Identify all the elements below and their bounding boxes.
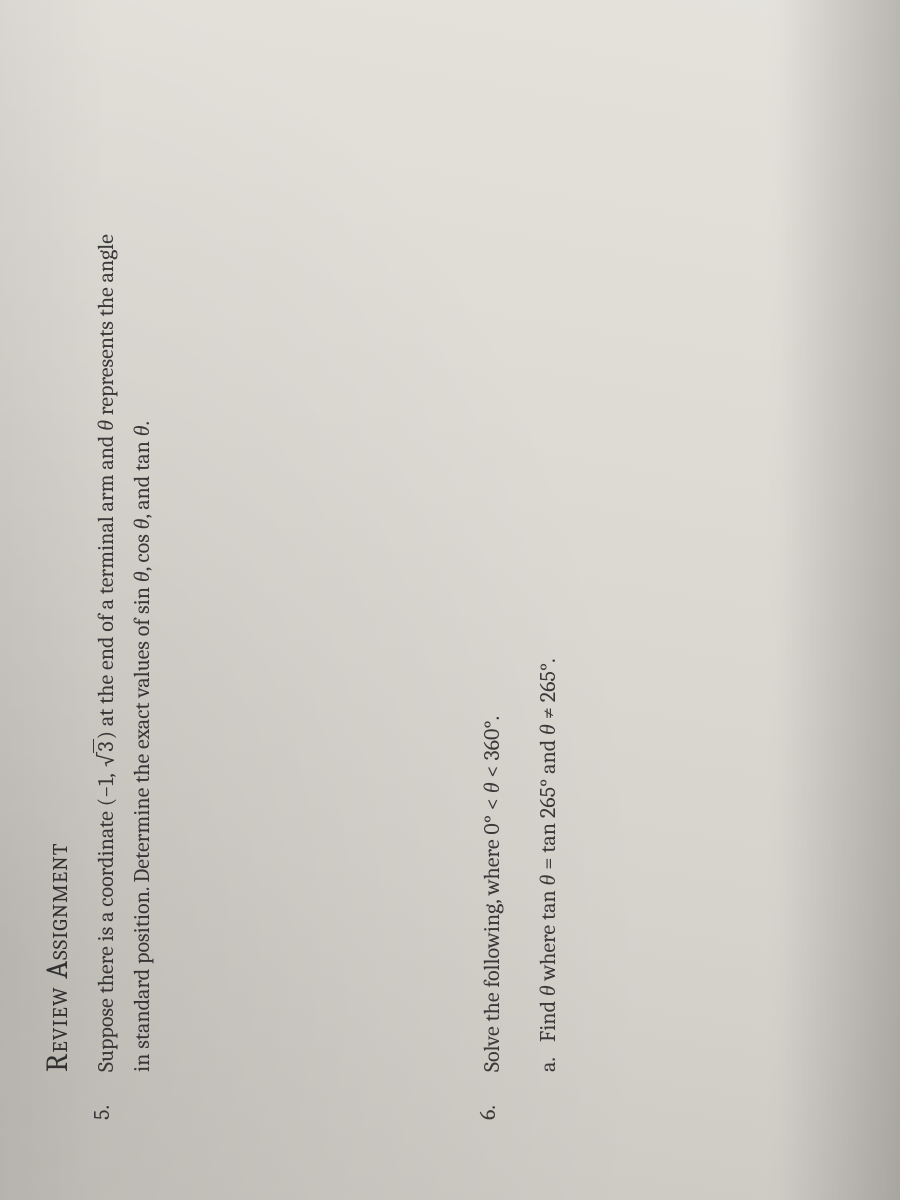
- problem-text: Suppose there is a coordinate (−1, 3) at…: [89, 60, 159, 1072]
- page-title: Review Assignment: [40, 60, 75, 1072]
- text-fragment: = tan 265° and: [535, 735, 561, 875]
- problem-number: 6.: [475, 1072, 501, 1120]
- subproblem-6a: a. Find θ where tan θ = tan 265° and θ ≠…: [535, 60, 561, 1072]
- page: Review Assignment 5. Suppose there is a …: [0, 0, 900, 1200]
- text-fragment: , cos: [129, 529, 155, 571]
- theta-symbol: θ: [129, 519, 155, 530]
- text-fragment: ≠ 265°.: [535, 658, 561, 724]
- sub-letter: a.: [535, 1042, 561, 1072]
- text-fragment: < 360°.: [479, 716, 505, 783]
- theta-symbol: θ: [129, 425, 155, 436]
- theta-symbol: θ: [535, 724, 561, 735]
- text-fragment: ) at the end of a terminal arm and: [93, 431, 119, 740]
- sqrt-icon: 3: [89, 739, 123, 769]
- workspace-area: [185, 60, 475, 1120]
- text-fragment: Suppose there is a coordinate (−1,: [93, 769, 119, 1072]
- sub-text: Find θ where tan θ = tan 265° and θ ≠ 26…: [535, 658, 561, 1042]
- problem-text: Solve the following, where 0° < θ < 360°…: [475, 60, 509, 1072]
- text-fragment: in standard position. Determine the exac…: [129, 582, 155, 1072]
- theta-symbol: θ: [129, 571, 155, 582]
- theta-symbol: θ: [93, 420, 119, 431]
- theta-symbol: θ: [535, 875, 561, 886]
- text-fragment: Find: [535, 996, 561, 1042]
- text-fragment: Solve the following, where 0° <: [479, 793, 505, 1072]
- text-fragment: represents the angle: [93, 234, 119, 420]
- problem-5: 5. Suppose there is a coordinate (−1, 3)…: [89, 60, 159, 1120]
- problem-6: 6. Solve the following, where 0° < θ < 3…: [475, 60, 509, 1120]
- theta-symbol: θ: [479, 782, 505, 793]
- paper-edge-shadow: [780, 0, 900, 1200]
- theta-symbol: θ: [535, 985, 561, 996]
- sqrt-radicand: 3: [93, 739, 118, 752]
- text-fragment: .: [129, 421, 155, 426]
- text-fragment: , and tan: [129, 436, 155, 518]
- problem-number: 5.: [89, 1072, 115, 1120]
- text-fragment: where tan: [535, 885, 561, 985]
